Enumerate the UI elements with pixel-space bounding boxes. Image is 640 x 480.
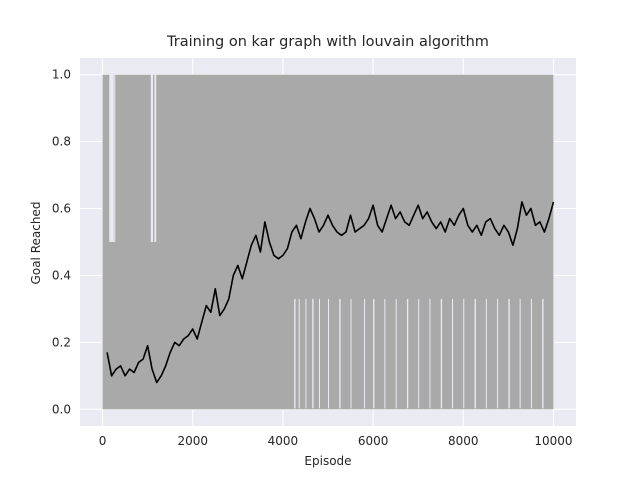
y-tick-label: 0.4	[52, 268, 71, 282]
y-axis-label: Goal Reached	[29, 201, 43, 285]
y-tick-label: 0.6	[52, 202, 71, 216]
y-tick-label: 0.2	[52, 335, 71, 349]
raw-gap	[373, 298, 375, 409]
x-tick-label: 0	[99, 434, 107, 448]
raw-gap	[298, 298, 300, 409]
x-tick-label: 4000	[268, 434, 299, 448]
x-tick-labels: 0 2000 4000 6000 8000 10000	[99, 434, 573, 448]
x-axis-label: Episode	[304, 454, 352, 468]
x-tick-label: 6000	[358, 434, 389, 448]
raw-gap	[109, 74, 114, 243]
x-tick-label: 10000	[534, 434, 572, 448]
raw-gap	[508, 298, 510, 409]
moving-average-line	[106, 201, 555, 384]
raw-gap	[384, 298, 386, 409]
raw-gap	[418, 298, 420, 409]
raw-gap	[542, 298, 544, 409]
raw-gap	[150, 74, 154, 243]
raw-gap	[339, 298, 341, 409]
raw-gap	[406, 298, 409, 409]
raw-gap	[294, 298, 296, 409]
raw-gap	[530, 298, 532, 409]
raw-gap	[463, 298, 465, 409]
raw-gap	[328, 298, 329, 409]
y-tick-label: 0.8	[52, 135, 71, 149]
y-tick-label: 1.0	[52, 68, 71, 82]
raw-gap	[497, 298, 499, 409]
raw-gap	[395, 298, 397, 409]
raw-gap	[364, 298, 366, 409]
raw-gap	[429, 298, 431, 409]
x-tick-label: 2000	[177, 434, 208, 448]
raw-gap	[154, 74, 157, 243]
y-tick-label: 0.0	[52, 402, 71, 416]
raw-gap	[114, 74, 116, 243]
raw-gap	[350, 298, 352, 409]
raw-gap	[318, 298, 320, 409]
raw-gap	[519, 298, 521, 409]
raw-gap	[452, 298, 453, 409]
raw-series	[102, 74, 554, 410]
raw-gap	[485, 298, 487, 409]
x-tick-label: 8000	[448, 434, 479, 448]
raw-gap	[312, 298, 314, 409]
raw-gap	[474, 298, 476, 409]
chart-title: Training on kar graph with louvain algor…	[167, 34, 489, 50]
moving-average-series	[106, 201, 555, 384]
y-tick-labels: 0.0 0.2 0.4 0.6 0.8 1.0	[52, 68, 71, 417]
raw-gap	[305, 298, 307, 409]
raw-gap	[440, 298, 443, 409]
